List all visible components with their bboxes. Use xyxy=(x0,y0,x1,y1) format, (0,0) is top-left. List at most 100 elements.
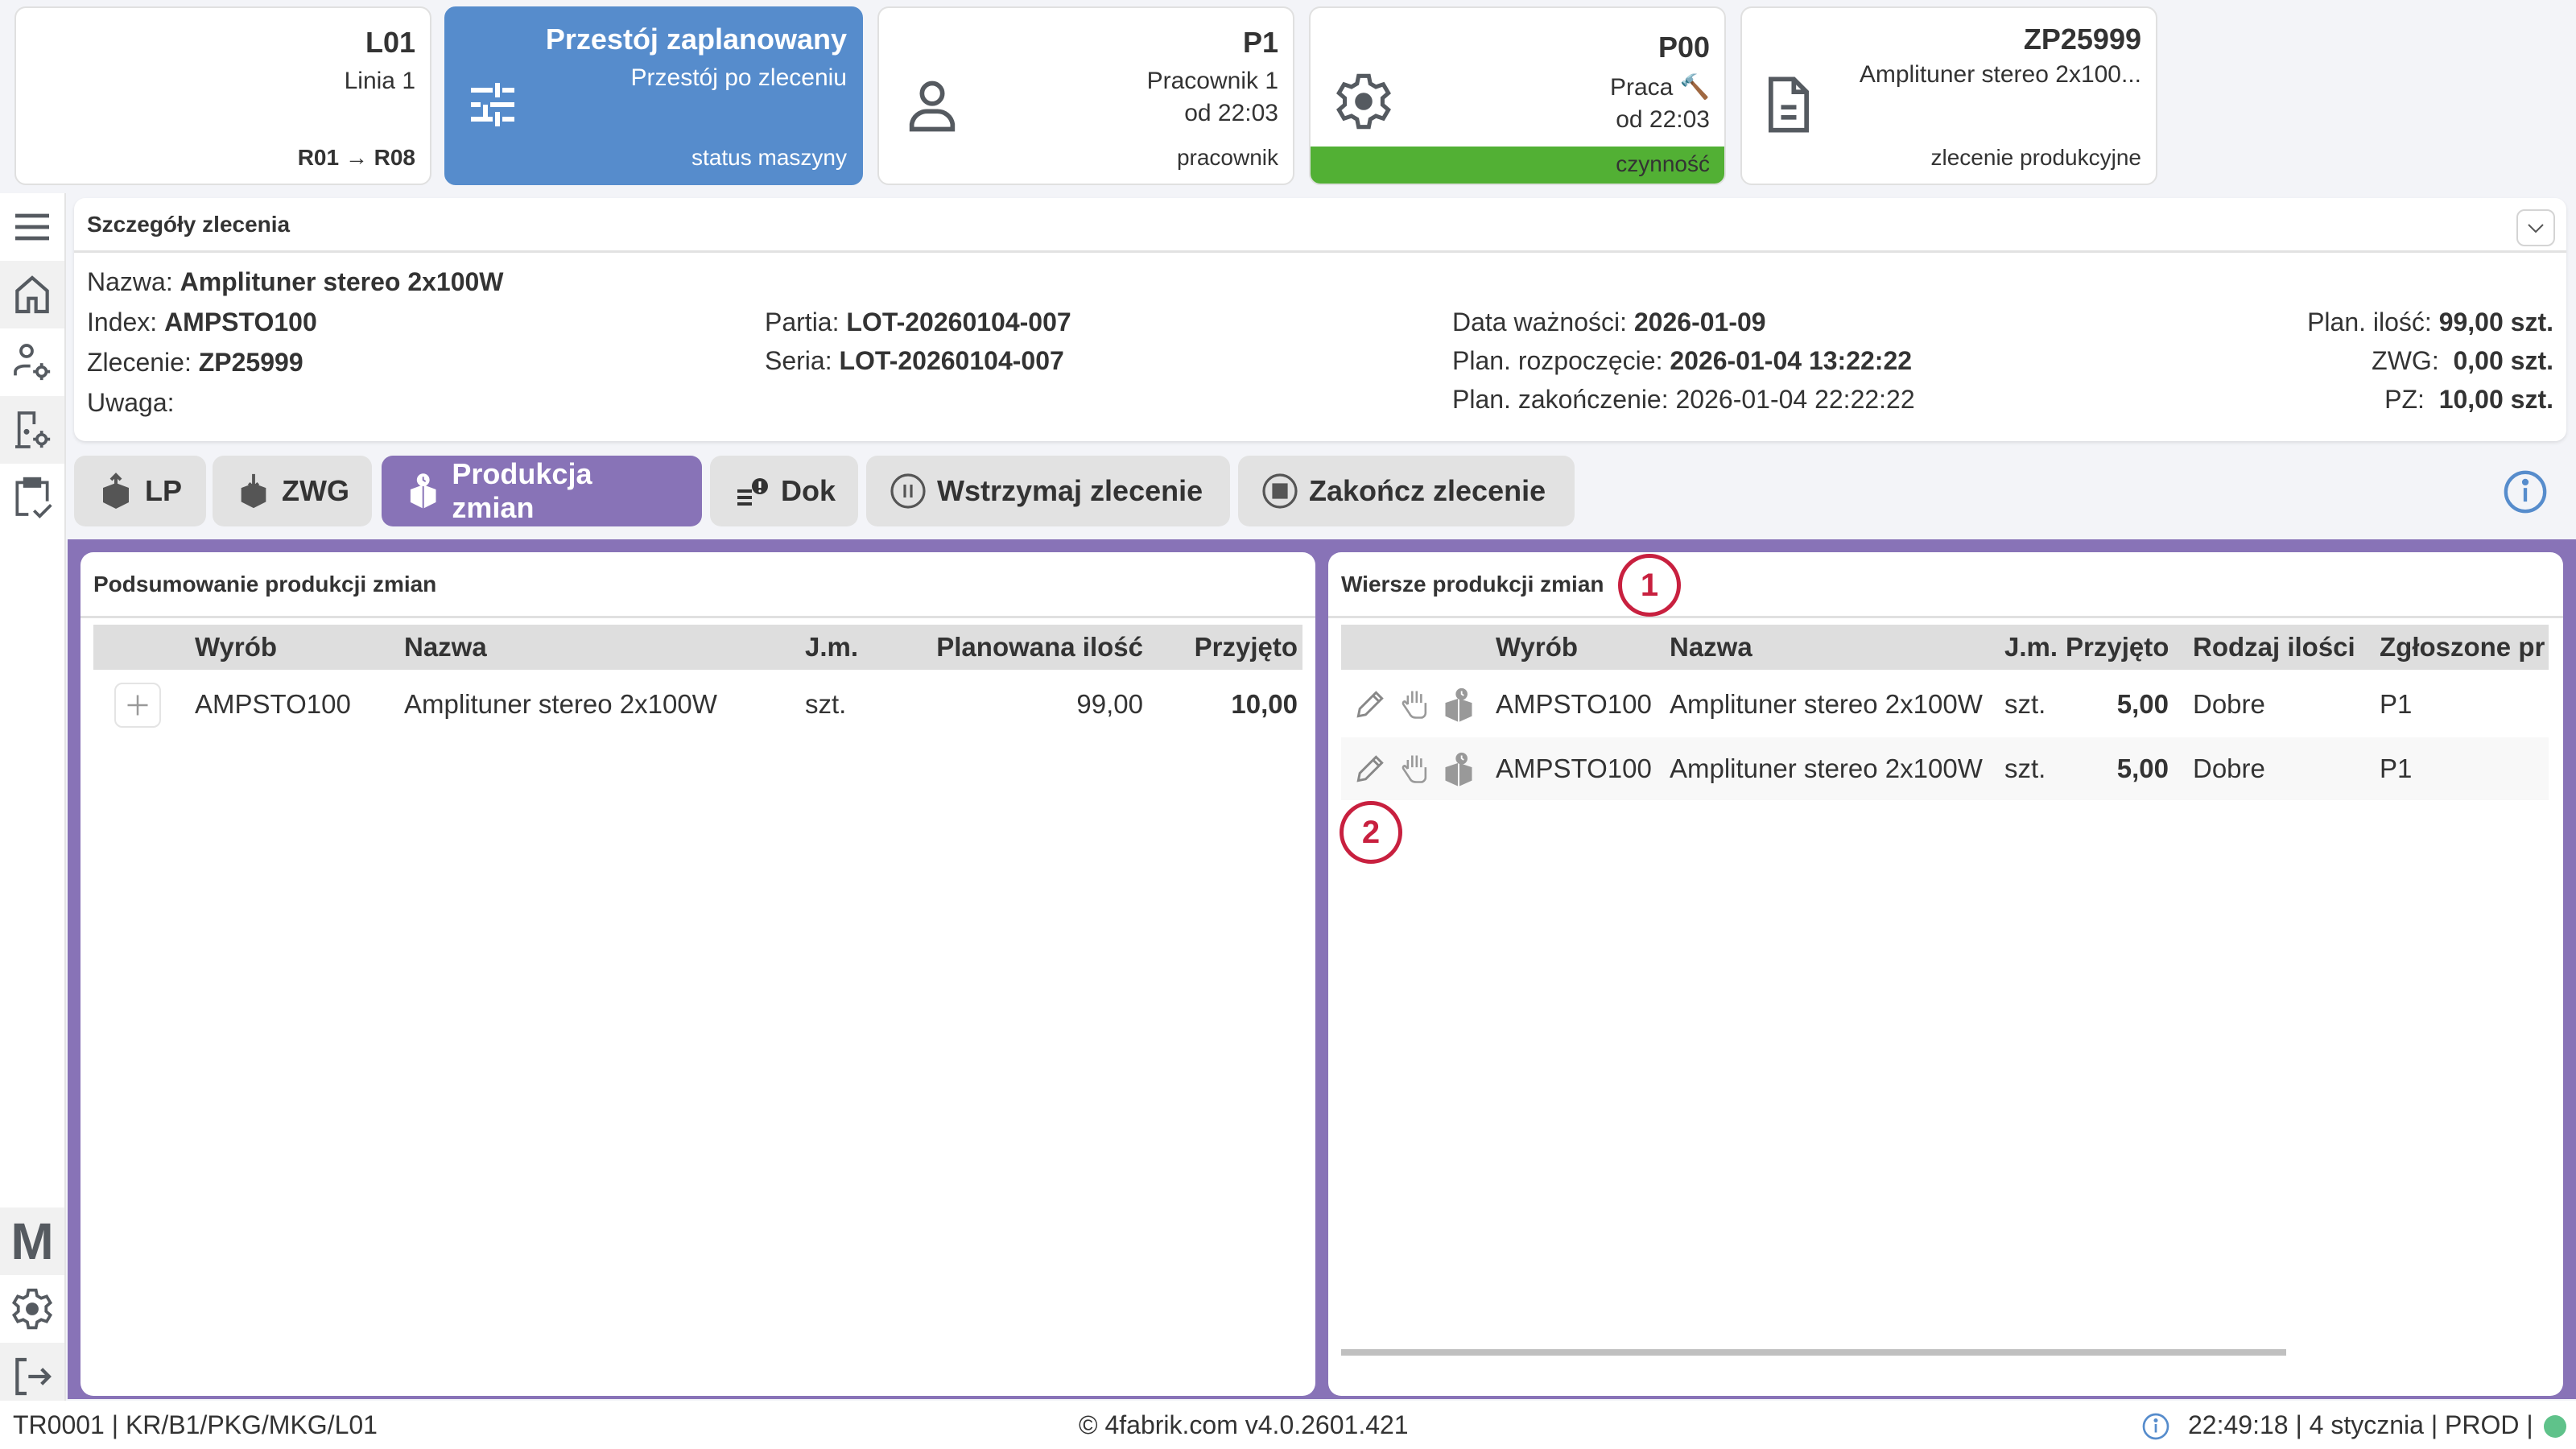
cell-jm: szt. xyxy=(2004,689,2046,719)
sidebar-item-settings[interactable] xyxy=(0,1275,64,1343)
machine-status-card[interactable]: Przestój zaplanowany Przestój po zleceni… xyxy=(444,6,863,185)
lp-label: LP xyxy=(145,474,183,507)
finish-order-label: Zakończ zlecenie xyxy=(1309,474,1546,507)
sidebar-item-machine-settings[interactable] xyxy=(0,396,64,464)
lp-button[interactable]: LP xyxy=(74,456,206,526)
production-order-card[interactable]: ZP25999 Amplituner stereo 2x100... zlece… xyxy=(1740,6,2157,185)
pencil-icon[interactable] xyxy=(1352,751,1388,786)
pencil-icon[interactable] xyxy=(1352,687,1388,722)
detail-zlecenie: Zlecenie: ZP25999 xyxy=(87,348,303,377)
hand-stop-icon[interactable] xyxy=(1397,687,1433,722)
logout-icon xyxy=(15,1357,52,1396)
dok-label: Dok xyxy=(780,474,836,507)
order-details-title: Szczegóły zlecenia xyxy=(74,198,2566,253)
col-nazwa[interactable]: Nazwa xyxy=(1670,632,1752,662)
door-gear-icon xyxy=(15,411,51,448)
expand-row-button[interactable] xyxy=(114,683,161,728)
hand-stop-icon[interactable] xyxy=(1397,751,1433,786)
activity-since: od 22:03 xyxy=(1616,106,1710,133)
sidebar-item-home[interactable] xyxy=(0,261,64,328)
detail-plan-end: Plan. zakończenie: 2026-01-04 22:22:22 xyxy=(1452,385,1915,414)
zwg-button[interactable]: ZWG xyxy=(213,456,372,526)
machine-status-subtitle: Przestój po zleceniu xyxy=(630,64,847,91)
cell-jm: szt. xyxy=(805,689,847,719)
info-icon[interactable] xyxy=(2141,1412,2170,1441)
box-clock-icon[interactable] xyxy=(1441,751,1476,786)
gear-icon xyxy=(11,1288,53,1330)
annotation-marker-2: 2 xyxy=(1340,801,1402,864)
table-row[interactable]: AMPSTO100 Amplituner stereo 2x100W szt. … xyxy=(1341,737,2549,800)
line-card[interactable]: L01 Linia 1 R01 → R08 xyxy=(14,6,431,185)
sidebar-item-user-settings[interactable] xyxy=(0,328,64,396)
annotation-marker-1: 1 xyxy=(1618,554,1681,617)
order-code: ZP25999 xyxy=(2023,23,2141,56)
line-name: Linia 1 xyxy=(344,68,415,94)
status-bar: TR0001 | KR/B1/PKG/MKG/L01 © 4fabrik.com… xyxy=(0,1401,2576,1449)
table-row[interactable]: AMPSTO100 Amplituner stereo 2x100W szt. … xyxy=(93,673,1302,736)
pause-circle-icon xyxy=(890,473,926,509)
rows-panel-title-text: Wiersze produkcji zmian xyxy=(1341,571,1604,597)
summary-panel: Podsumowanie produkcji zmian Wyrób Nazwa… xyxy=(80,552,1315,1396)
cell-nazwa: Amplituner stereo 2x100W xyxy=(1670,753,1983,783)
cell-nazwa: Amplituner stereo 2x100W xyxy=(1670,689,1983,719)
home-icon xyxy=(15,275,49,314)
col-nazwa[interactable]: Nazwa xyxy=(404,632,487,662)
document-alert-icon xyxy=(737,478,768,506)
sidebar-item-menu[interactable] xyxy=(0,193,64,261)
produkcja-zmian-button[interactable]: Produkcja zmian xyxy=(382,456,702,526)
box-up-icon xyxy=(103,473,129,509)
cell-wyrob: AMPSTO100 xyxy=(195,689,351,719)
info-icon[interactable] xyxy=(2502,469,2549,515)
col-przyjeto[interactable]: Przyjęto xyxy=(2066,632,2169,662)
module-label: M xyxy=(10,1212,54,1270)
cell-przyjeto: 5,00 xyxy=(2116,689,2169,719)
cell-przyjeto: 10,00 xyxy=(1231,689,1298,719)
order-label: zlecenie produkcyjne xyxy=(1930,145,2142,170)
col-zgloszone[interactable]: Zgłoszone pr xyxy=(2380,632,2545,662)
clipboard-check-icon xyxy=(15,477,52,518)
rows-table-header: Wyrób Nazwa J.m. Przyjęto Rodzaj ilości … xyxy=(1341,625,2549,670)
user-icon xyxy=(909,80,956,132)
worker-label: pracownik xyxy=(1176,145,1278,170)
stop-circle-icon xyxy=(1262,473,1298,509)
activity-card[interactable]: P00 Praca 🔨 od 22:03 czynność xyxy=(1309,6,1726,185)
detail-zwg: ZWG: 0,00 szt. xyxy=(2372,346,2553,375)
cell-rodzaj: Dobre xyxy=(2193,689,2265,719)
col-wyrob[interactable]: Wyrób xyxy=(195,632,278,662)
col-jm[interactable]: J.m. xyxy=(2004,632,2058,662)
col-rodzaj-ilosci[interactable]: Rodzaj ilości xyxy=(2193,632,2355,662)
detail-index: Index: AMPSTO100 xyxy=(87,308,317,336)
detail-nazwa: Nazwa: Amplituner stereo 2x100W xyxy=(87,267,504,296)
activity-label: czynność xyxy=(1616,151,1710,176)
gear-icon xyxy=(1336,73,1391,130)
col-przyjeto[interactable]: Przyjęto xyxy=(1194,632,1298,662)
col-wyrob[interactable]: Wyrób xyxy=(1496,632,1579,662)
sliders-icon xyxy=(471,83,514,126)
pause-order-button[interactable]: Wstrzymaj zlecenie xyxy=(866,456,1230,526)
detail-plan-ilosc: Plan. ilość: 99,00 szt. xyxy=(2307,308,2553,336)
activity-status-bar xyxy=(1311,147,1724,184)
summary-table-header: Wyrób Nazwa J.m. Planowana ilość Przyjęt… xyxy=(93,625,1302,670)
sidebar-item-tasks[interactable] xyxy=(0,464,64,531)
worker-card[interactable]: P1 Pracownik 1 od 22:03 pracownik xyxy=(877,6,1294,185)
cell-zgloszone: P1 xyxy=(2380,689,2413,719)
cell-planowana: 99,00 xyxy=(1076,689,1143,719)
col-jm[interactable]: J.m. xyxy=(805,632,859,662)
machine-status-title: Przestój zaplanowany xyxy=(545,23,847,56)
sidebar-item-logout[interactable] xyxy=(0,1343,64,1410)
box-clock-icon[interactable] xyxy=(1441,687,1476,722)
horizontal-scrollbar[interactable] xyxy=(1341,1349,2286,1356)
dok-button[interactable]: Dok xyxy=(710,456,858,526)
activity-code: P00 xyxy=(1657,31,1710,64)
cell-rodzaj: Dobre xyxy=(2193,753,2265,783)
sidebar-item-module[interactable]: M xyxy=(0,1208,64,1275)
table-row[interactable]: AMPSTO100 Amplituner stereo 2x100W szt. … xyxy=(1341,673,2549,736)
machine-status-label: status maszyny xyxy=(691,145,847,170)
col-planowana-ilosc[interactable]: Planowana ilość xyxy=(936,632,1143,662)
plus-icon xyxy=(127,695,148,716)
user-gear-icon xyxy=(14,344,51,381)
box-down-icon xyxy=(241,473,266,509)
finish-order-button[interactable]: Zakończ zlecenie xyxy=(1238,456,1575,526)
collapse-button[interactable] xyxy=(2516,209,2555,246)
worker-code: P1 xyxy=(1242,26,1278,59)
